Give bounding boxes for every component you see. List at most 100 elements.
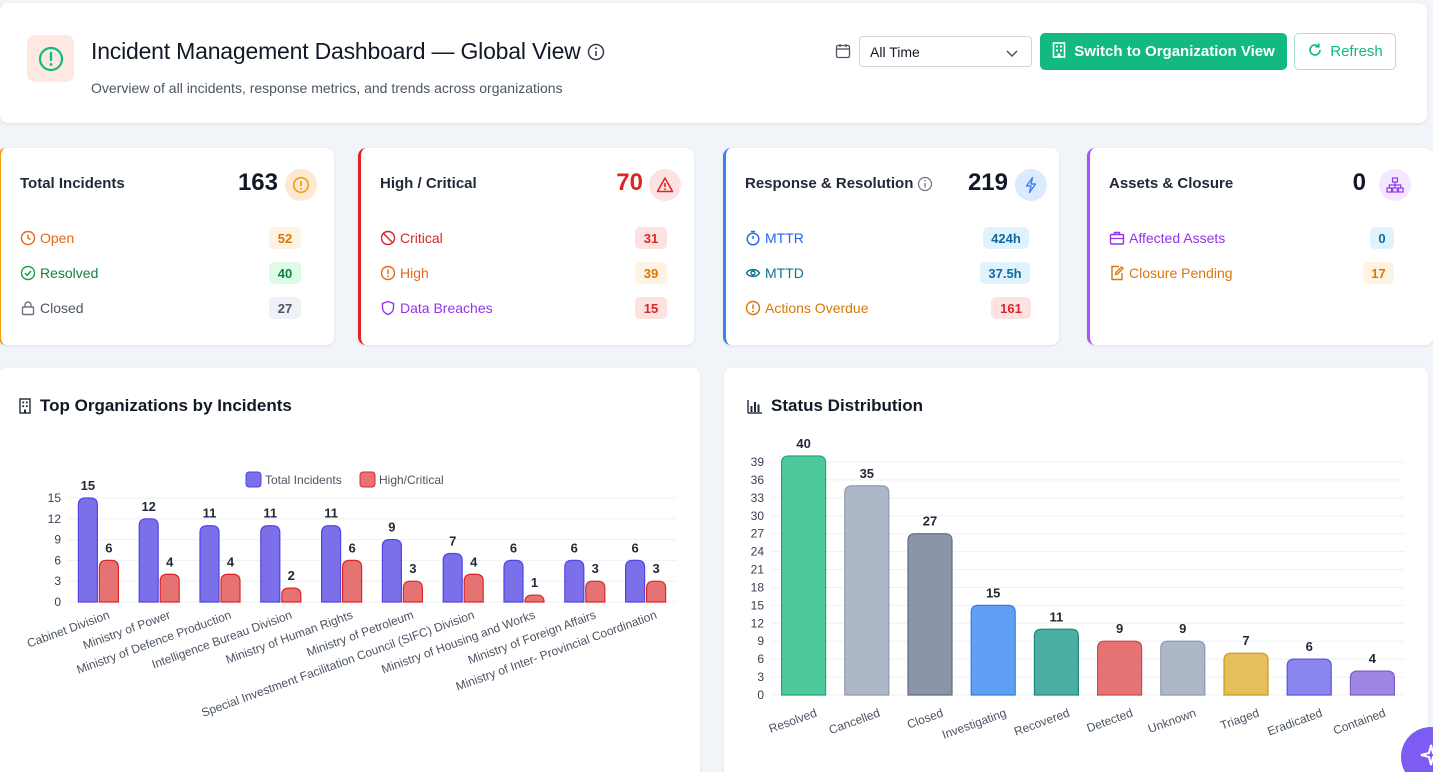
lightning-icon (1015, 169, 1047, 201)
assets-closure-card[interactable]: Assets & Closure 0 Affected Assets 0 Clo… (1087, 148, 1433, 345)
edit-document-icon (1111, 265, 1124, 281)
y-tick-label: 0 (757, 688, 764, 702)
card-title: Response & Resolution (745, 175, 914, 192)
resolved-count: 40 (269, 262, 301, 284)
bar (260, 525, 281, 603)
response-resolution-card[interactable]: Response & Resolution 219 MTTR 424h MTTD… (723, 148, 1059, 345)
dashboard-header: Incident Management Dashboard — Global V… (0, 3, 1427, 123)
y-tick-label: 6 (54, 553, 61, 567)
high-critical-count: 70 (616, 169, 643, 196)
building-icon (1052, 41, 1066, 62)
x-tick-label: Recovered (1012, 706, 1071, 739)
y-tick-label: 21 (751, 563, 765, 577)
resolved-label: Resolved (40, 265, 99, 281)
bar-value-label: 7 (1242, 633, 1249, 648)
bar (907, 533, 953, 696)
data-breaches-label: Data Breaches (400, 300, 493, 316)
sitemap-icon (1379, 169, 1411, 201)
sparkle-icon (1420, 744, 1433, 766)
total-incidents-count: 163 (237, 169, 278, 196)
bar (1033, 628, 1079, 696)
mttd-value: 37.5h (980, 262, 1030, 284)
resolved-row[interactable]: Resolved (20, 262, 98, 284)
status-distribution-panel: Status Distribution 0 3 6 9 12 15 18 21 24 27 30 33… (724, 368, 1428, 772)
bar-value-label: 35 (860, 466, 874, 481)
bar-value-label: 12 (141, 499, 155, 514)
bar (199, 525, 220, 603)
open-label: Open (40, 230, 75, 246)
open-count: 52 (269, 227, 301, 249)
closure-pending-count: 17 (1363, 262, 1394, 284)
panel-title-wrap: Top Organizations by Incidents (18, 396, 292, 416)
y-tick-label: 15 (48, 491, 62, 505)
critical-row[interactable]: Critical (380, 227, 443, 249)
bar (1160, 640, 1206, 696)
bar (970, 604, 1016, 696)
mttd-label: MTTD (765, 265, 804, 281)
y-tick-label: 18 (751, 580, 765, 594)
x-tick-label: Closed (905, 706, 945, 732)
y-tick-label: 3 (54, 574, 61, 588)
bar (381, 539, 402, 603)
x-tick-label: Eradicated (1266, 706, 1325, 739)
high-count: 39 (635, 262, 667, 284)
bar-value-label: 11 (263, 506, 277, 521)
open-row[interactable]: Open (20, 227, 74, 249)
page-title: Incident Management Dashboard — Global V… (91, 38, 581, 64)
high-critical-card[interactable]: High / Critical 70 Critical 31 High 39 D… (358, 148, 694, 345)
y-tick-label: 12 (751, 616, 765, 630)
bar-value-label: 6 (510, 540, 517, 555)
bar-value-label: 40 (796, 436, 810, 451)
card-title-wrap: Response & Resolution (745, 175, 933, 192)
bar (281, 587, 302, 603)
chevron-down-icon (1005, 46, 1019, 62)
time-filter-select[interactable]: All Time (859, 36, 1032, 67)
bar (220, 573, 241, 603)
page-subtitle: Overview of all incidents, response metr… (91, 80, 563, 96)
warning-triangle-icon (649, 169, 681, 201)
lock-icon (21, 301, 35, 316)
bar-value-label: 6 (1306, 639, 1313, 654)
x-tick-label: Contained (1331, 706, 1387, 738)
total-incidents-card[interactable]: Total Incidents 163 Open 52 Resolved 40 … (0, 148, 334, 345)
mttr-row[interactable]: MTTR (745, 227, 804, 249)
y-tick-label: 6 (757, 652, 764, 666)
info-icon[interactable] (587, 43, 605, 66)
mttd-row[interactable]: MTTD (745, 262, 804, 284)
bar (159, 573, 180, 603)
bar (844, 485, 890, 696)
assistant-fab-button[interactable] (1401, 727, 1433, 772)
bar (98, 559, 119, 603)
high-row[interactable]: High (380, 262, 429, 284)
y-tick-label: 36 (751, 473, 765, 487)
bar (564, 559, 585, 603)
info-icon[interactable] (917, 176, 933, 192)
closed-count: 27 (269, 297, 301, 319)
assets-closure-count: 0 (1352, 169, 1366, 196)
x-tick-label: Investigating (940, 706, 1008, 742)
card-title: Assets & Closure (1109, 175, 1234, 192)
actions-overdue-row[interactable]: Actions Overdue (745, 297, 869, 319)
closed-row[interactable]: Closed (20, 297, 84, 319)
refresh-button[interactable]: Refresh (1294, 33, 1396, 70)
y-tick-label: 27 (751, 527, 765, 541)
response-count: 219 (967, 169, 1008, 196)
affected-assets-row[interactable]: Affected Assets (1109, 227, 1225, 249)
legend-label: High/Critical (379, 473, 444, 487)
y-tick-label: 15 (751, 598, 765, 612)
y-tick-label: 9 (757, 634, 764, 648)
check-circle-icon (20, 265, 36, 281)
alert-circle-icon (745, 300, 761, 316)
card-title: High / Critical (380, 175, 477, 192)
x-tick-label: Triaged (1218, 706, 1261, 733)
switch-org-view-button[interactable]: Switch to Organization View (1040, 33, 1287, 70)
bar (625, 559, 646, 603)
briefcase-icon (1109, 231, 1125, 245)
x-tick-label: Resolved (767, 706, 819, 736)
x-tick-label: Cancelled (827, 706, 882, 737)
data-breaches-row[interactable]: Data Breaches (380, 297, 493, 319)
y-tick-label: 0 (54, 595, 61, 609)
closure-pending-row[interactable]: Closure Pending (1109, 262, 1233, 284)
bar (585, 580, 606, 603)
card-title: Total Incidents (20, 175, 125, 192)
